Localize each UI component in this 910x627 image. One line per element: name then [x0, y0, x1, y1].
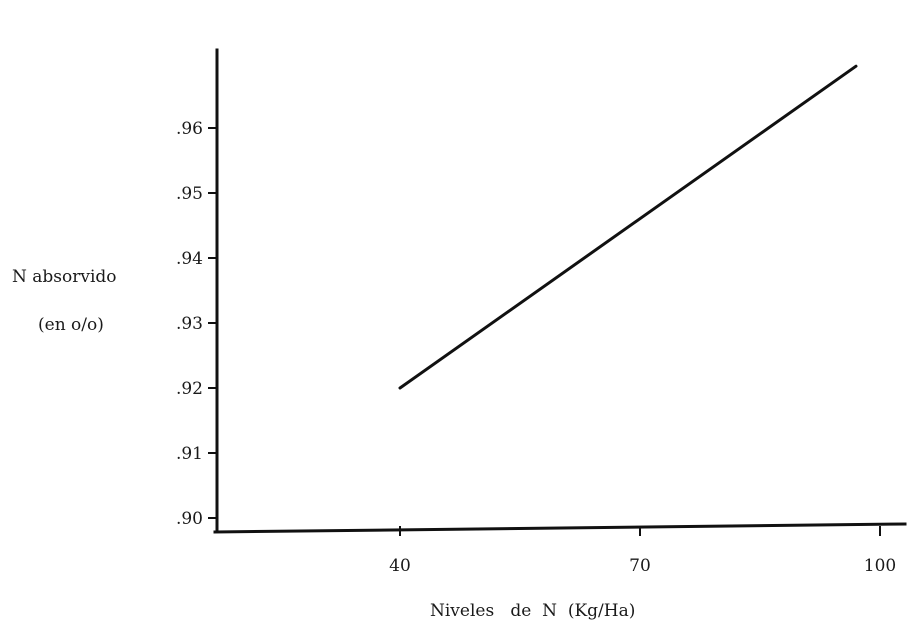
x-axis-line: [213, 522, 907, 534]
y-axis-label-line-2: (en o/o): [38, 315, 104, 335]
y-tick-label: .96: [176, 119, 203, 139]
y-tick-label: .91: [176, 444, 203, 464]
axes: [213, 48, 907, 534]
y-tick-label: .95: [176, 184, 203, 204]
y-axis-ticks: .90 .91 .92 .93 .94 .95 .96: [176, 119, 217, 529]
y-tick-label: .94: [176, 249, 203, 269]
x-axis-label: Niveles de N (Kg/Ha): [430, 601, 635, 621]
y-axis-label-line-1: N absorvido: [12, 267, 117, 287]
x-axis-ticks: 40 70 100: [389, 526, 896, 576]
y-tick-label: .93: [176, 314, 203, 334]
x-tick-label: 40: [389, 556, 411, 576]
x-tick-label: 70: [629, 556, 651, 576]
y-tick-label: .90: [176, 509, 203, 529]
x-tick-label: 100: [864, 556, 896, 576]
y-tick-label: .92: [176, 379, 203, 399]
series-line: [398, 64, 858, 390]
series-layer: [398, 64, 858, 390]
